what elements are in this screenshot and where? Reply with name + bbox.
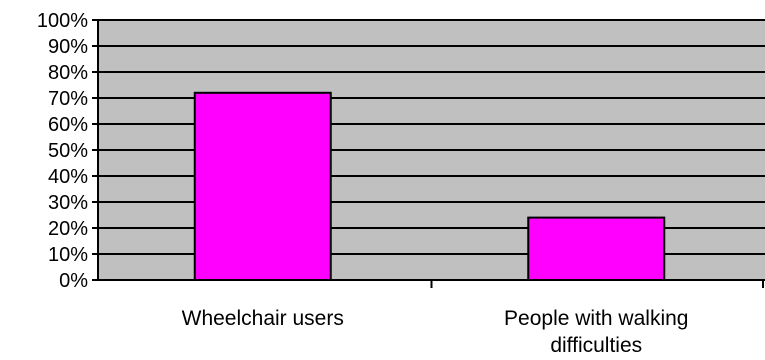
- y-tick-labels: 0% 10% 20% 30% 40% 50% 60% 70% 80% 90% 100%: [37, 10, 88, 292]
- y-tick-label: 50%: [48, 140, 88, 162]
- y-tick-label: 10%: [48, 244, 88, 266]
- x-tick-label: difficulties: [550, 334, 642, 357]
- y-tick-label: 30%: [48, 192, 88, 214]
- y-tick-label: 80%: [48, 62, 88, 84]
- y-tick-label: 100%: [37, 10, 88, 32]
- x-tick-label: People with walking: [504, 307, 688, 330]
- y-tick-label: 90%: [48, 36, 88, 58]
- x-tick-labels: Wheelchair users People with walking diffi…: [182, 307, 689, 357]
- x-tick-marks: [430, 280, 764, 288]
- y-tick-label: 60%: [48, 114, 88, 136]
- y-tick-label: 20%: [48, 218, 88, 240]
- y-tick-label: 40%: [48, 166, 88, 188]
- y-tick-marks: [92, 19, 98, 281]
- x-tick-label: Wheelchair users: [182, 307, 344, 330]
- y-tick-label: 0%: [59, 270, 88, 292]
- bars: [193, 91, 666, 282]
- bar-1: [193, 91, 332, 281]
- y-tick-label: 70%: [48, 88, 88, 110]
- bar-2: [527, 216, 666, 282]
